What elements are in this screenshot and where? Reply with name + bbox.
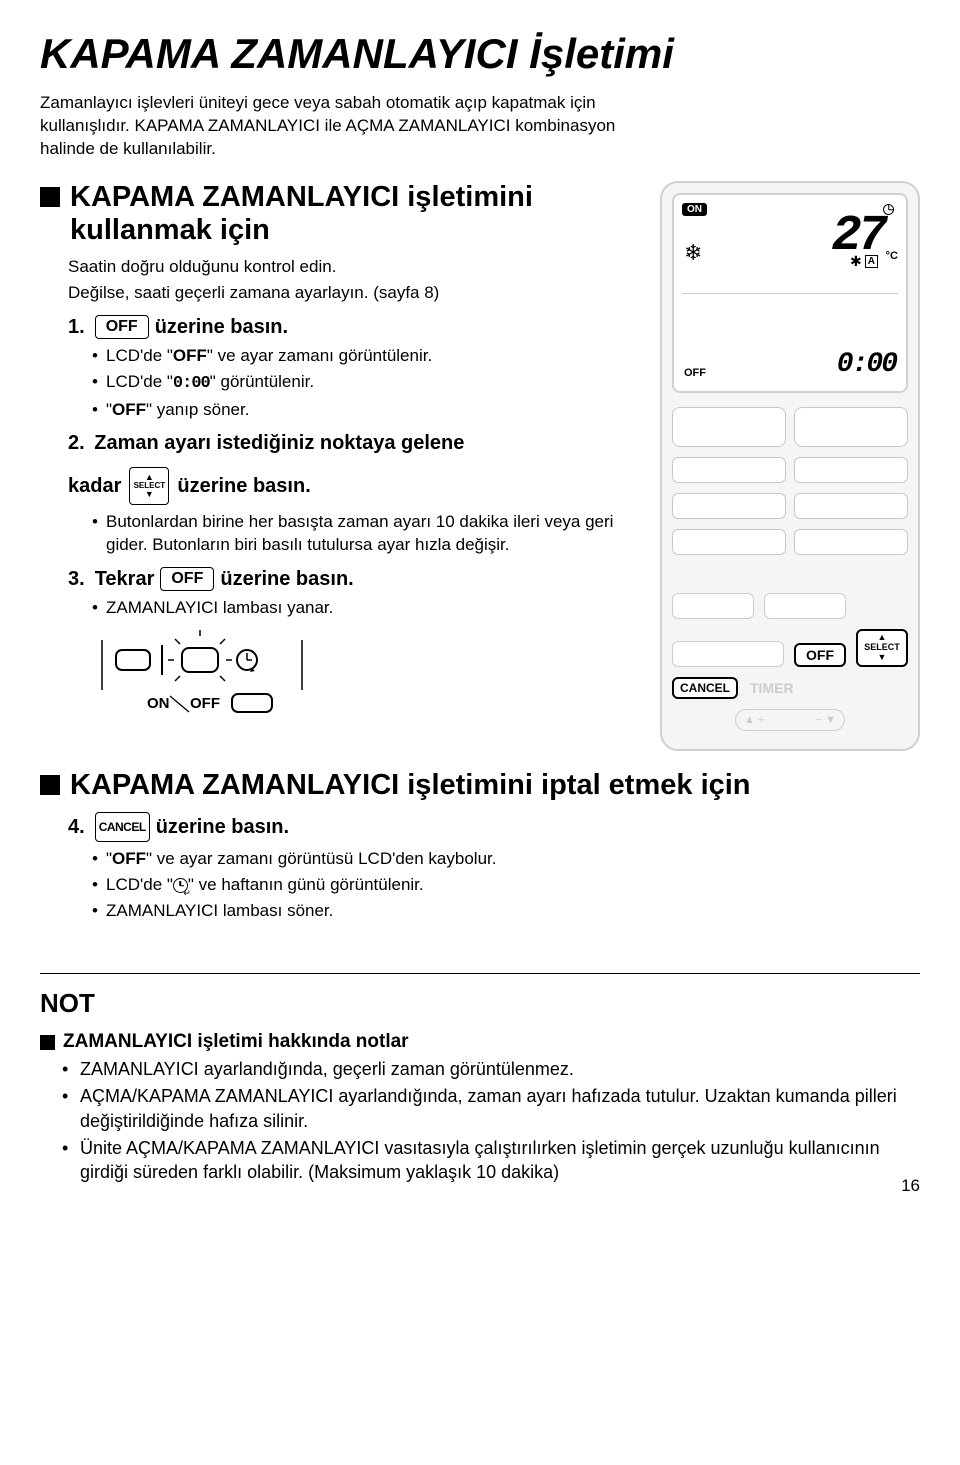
step2-text-b: kadar	[68, 475, 121, 498]
step4-bullet3: ZAMANLAYICI lambası söner.	[92, 900, 920, 923]
step4-bullet1: "OFF" ve ayar zamanı görüntüsü LCD'den k…	[92, 848, 920, 871]
select-button-inline: ▲ SELECT ▼	[129, 467, 169, 505]
remote-select-button[interactable]: ▲ SELECT ▼	[856, 629, 908, 667]
lcd-snowflake-icon: ❄	[684, 240, 702, 266]
remote-blank-btn[interactable]	[672, 529, 786, 555]
remote-off-button[interactable]: OFF	[794, 643, 846, 667]
triangle-down-icon: ▼	[878, 653, 887, 663]
section2-heading-text: KAPAMA ZAMANLAYICI işletimini iptal etme…	[70, 769, 751, 802]
step4-bullet2: LCD'de "↵" ve haftanın günü görüntülenir…	[92, 874, 920, 897]
remote-gray-btn[interactable]	[672, 593, 754, 619]
remote-blank-btn[interactable]	[794, 407, 908, 447]
lcd-celsius: °C	[886, 250, 898, 262]
not-bullet1: ZAMANLAYICI ayarlandığında, geçerli zama…	[62, 1057, 920, 1081]
intro-text: Zamanlayıcı işlevleri üniteyi gece veya …	[40, 92, 620, 161]
triangle-left-icon: ▲ +	[744, 714, 764, 726]
lcd-fan-icon: ✱	[850, 253, 862, 270]
step4-num: 4.	[68, 816, 85, 839]
remote-gray-btn[interactable]	[764, 593, 846, 619]
section1-sub2: Değilse, saati geçerli zamana ayarlayın.…	[68, 282, 640, 305]
off-glyph-2: OFF	[112, 400, 146, 419]
remote-timer-label: TIMER	[750, 680, 794, 696]
remote-gray-btn[interactable]	[672, 641, 784, 667]
step4-text: üzerine basın.	[156, 816, 289, 839]
step3: 3. Tekrar OFF üzerine basın.	[68, 567, 640, 591]
square-bullet-icon	[40, 775, 60, 795]
indicator-diagram: ON OFF	[92, 630, 312, 720]
remote-blank-btn[interactable]	[794, 457, 908, 483]
remote-blank-btn[interactable]	[672, 493, 786, 519]
remote-lcd: ON 27 °C ❄ ✱ A OFF 0:00	[672, 193, 908, 393]
page-number: 16	[901, 1176, 920, 1196]
step1-bullet1: LCD'de "OFF" ve ayar zamanı görüntülenir…	[92, 345, 640, 368]
step1: 1. OFF üzerine basın.	[68, 315, 640, 339]
step1-bullet3: "OFF" yanıp söner.	[92, 399, 640, 422]
not-title: NOT	[40, 988, 920, 1019]
page-title: KAPAMA ZAMANLAYICI İşletimi	[40, 30, 920, 78]
step1-bullet2: LCD'de "0:00" görüntülenir.	[92, 371, 640, 396]
step3-num: 3.	[68, 568, 85, 591]
remote-pill[interactable]: ▲ + − ▼	[735, 709, 845, 731]
off-button-inline: OFF	[95, 315, 149, 339]
triangle-down-icon: ▼	[145, 490, 154, 499]
not-bullet2: AÇMA/KAPAMA ZAMANLAYICI ayarlandığında, …	[62, 1084, 920, 1133]
remote-blank-btn[interactable]	[794, 529, 908, 555]
step4: 4. CANCEL üzerine basın.	[68, 812, 920, 842]
section2-heading: KAPAMA ZAMANLAYICI işletimini iptal etme…	[40, 769, 920, 802]
section1-heading-text: KAPAMA ZAMANLAYICI işletimini kullanmak …	[70, 181, 640, 248]
step3-bullet1: ZAMANLAYICI lambası yanar.	[92, 597, 640, 620]
off-glyph: OFF	[173, 346, 207, 365]
remote-blank-btn[interactable]	[672, 457, 786, 483]
time-glyph: 0:00	[173, 374, 210, 393]
not-subheading: ZAMANLAYICI işletimi hakkında notlar	[40, 1031, 920, 1053]
square-bullet-icon	[40, 187, 60, 207]
step2-num: 2.	[68, 432, 85, 454]
off-button-inline-2: OFF	[160, 567, 214, 591]
step1-num: 1.	[68, 316, 85, 339]
remote-cancel-button[interactable]: CANCEL	[672, 677, 738, 699]
step2-text-c: üzerine basın.	[177, 475, 310, 498]
divider	[40, 973, 920, 974]
svg-text:ON: ON	[147, 695, 170, 712]
step2-text-a: Zaman ayarı istediğiniz noktaya gelene	[94, 432, 464, 454]
remote-blank-btn[interactable]	[672, 407, 786, 447]
remote-blank-btn[interactable]	[794, 493, 908, 519]
cancel-button-inline: CANCEL	[95, 812, 150, 842]
lcd-on-badge: ON	[682, 203, 707, 216]
lcd-off-time: 0:00	[837, 351, 896, 379]
not-subheading-text: ZAMANLAYICI işletimi hakkında notlar	[63, 1031, 409, 1053]
step1-text: üzerine basın.	[155, 316, 288, 339]
lcd-clock-icon	[883, 201, 894, 219]
step3-text-b: üzerine basın.	[220, 568, 353, 591]
step3-text-a: Tekrar	[95, 568, 155, 591]
section1-sub1: Saatin doğru olduğunu kontrol edin.	[68, 256, 640, 279]
triangle-right-icon: − ▼	[816, 714, 836, 726]
remote-control: ON 27 °C ❄ ✱ A OFF 0:00	[660, 181, 920, 751]
off-glyph-3: OFF	[112, 849, 146, 868]
square-bullet-icon	[40, 1035, 55, 1050]
step2-bullet1: Butonlardan birine her basışta zaman aya…	[92, 511, 640, 557]
svg-text:OFF: OFF	[190, 695, 220, 712]
lcd-auto-badge: A	[865, 255, 878, 268]
not-bullet3: Ünite AÇMA/KAPAMA ZAMANLAYICI vasıtasıyl…	[62, 1136, 920, 1185]
lcd-off-label: OFF	[684, 367, 706, 379]
section1-heading: KAPAMA ZAMANLAYICI işletimini kullanmak …	[40, 181, 640, 248]
clock-icon: ↵	[173, 874, 188, 897]
step2: 2. Zaman ayarı istediğiniz noktaya gelen…	[68, 432, 640, 505]
